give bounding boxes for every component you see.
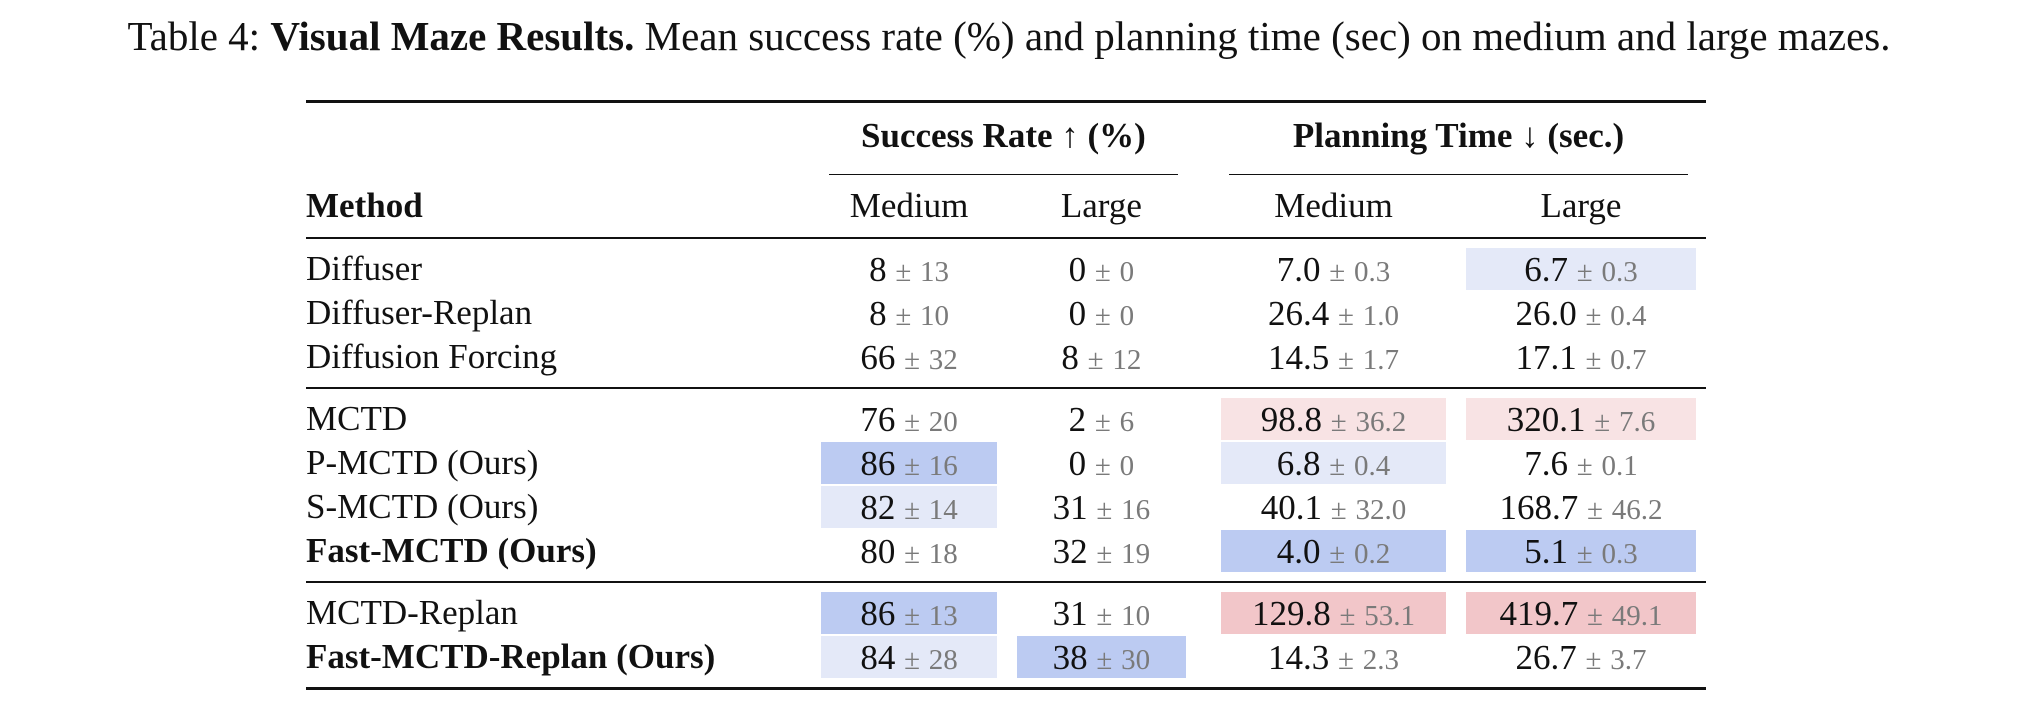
sr-large-header: Large (1060, 186, 1142, 225)
caption-prefix: Table 4: (127, 13, 261, 59)
table-row: Diffuser-Replan 8 ± 10 0 ± 0 26.4 ± 1.0 … (306, 293, 1647, 333)
bottom-rule (306, 687, 1706, 691)
highlight-cell: 419.7 ± 49.1 (1465, 592, 1696, 634)
highlight-cell: 86 ± 13 (821, 592, 997, 634)
method-cell: MCTD (306, 399, 408, 438)
sr-medium-header: Medium (849, 186, 969, 225)
highlight-cell: 82 ± 14 (821, 486, 997, 528)
pt-medium-header: Medium (1274, 186, 1393, 225)
top-rule (306, 100, 1706, 104)
table-row: P-MCTD (Ours) 86 ± 16 0 ± 0 6.8 ± 0.4 7.… (306, 442, 1638, 484)
sub-header-row: Method Medium Large Medium Large (306, 175, 1706, 238)
caption-title: Visual Maze Results. (270, 13, 635, 59)
method-header: Method (306, 186, 423, 225)
highlight-cell: 320.1 ± 7.6 (1465, 398, 1696, 440)
method-cell: Diffusion Forcing (306, 337, 558, 376)
highlight-cell: 86 ± 16 (821, 442, 997, 484)
highlight-cell: 6.8 ± 0.4 (1221, 442, 1446, 484)
table-row: MCTD 76 ± 20 2 ± 6 98.8 ± 36.2 320.1 ± 7… (306, 397, 1706, 441)
highlight-cell: 84 ± 28 (821, 636, 997, 678)
method-cell: S-MCTD (Ours) (306, 487, 539, 526)
table-row: Diffuser 8 ± 13 0 ± 0 7.0 ± 0.3 6.7 ± 0.… (306, 247, 1706, 291)
success-rate-header: Success Rate ↑ (%) (811, 103, 1196, 175)
highlight-cell: 4.0 ± 0.2 (1221, 530, 1446, 572)
table-row: MCTD-Replan 86 ± 13 31 ± 10 129.8 ± 53.1… (306, 591, 1706, 635)
method-cell: Fast-MCTD-Replan (Ours) (306, 637, 716, 676)
method-cell: MCTD-Replan (306, 593, 518, 632)
results-table: Success Rate ↑ (%) Planning Time ↓ (sec.… (306, 100, 1706, 691)
table-row: Fast-MCTD (Ours) 80 ± 18 32 ± 19 4.0 ± 0… (306, 529, 1706, 573)
method-cell: P-MCTD (Ours) (306, 443, 539, 482)
method-cell: Fast-MCTD (Ours) (306, 531, 597, 570)
highlight-cell: 38 ± 30 (1017, 636, 1186, 678)
table-row: S-MCTD (Ours) 82 ± 14 31 ± 16 40.1 ± 32.… (306, 486, 1663, 528)
highlight-cell: 129.8 ± 53.1 (1221, 592, 1446, 634)
pt-large-header: Large (1540, 186, 1622, 225)
highlight-cell: 5.1 ± 0.3 (1465, 530, 1696, 572)
table-row: Diffusion Forcing 66 ± 32 8 ± 12 14.5 ± … (306, 337, 1647, 377)
table-caption: Table 4: Visual Maze Results. Mean succe… (0, 8, 2018, 64)
highlight-cell: 6.7 ± 0.3 (1465, 248, 1696, 290)
highlight-cell: 98.8 ± 36.2 (1221, 398, 1446, 440)
planning-time-header: Planning Time ↓ (sec.) (1211, 103, 1706, 175)
group-header-row: Success Rate ↑ (%) Planning Time ↓ (sec.… (306, 103, 1706, 175)
method-cell: Diffuser-Replan (306, 293, 533, 332)
table-row: Fast-MCTD-Replan (Ours) 84 ± 28 38 ± 30 … (306, 636, 1647, 678)
caption-text: Mean success rate (%) and planning time … (644, 13, 1891, 59)
method-cell: Diffuser (306, 249, 422, 288)
